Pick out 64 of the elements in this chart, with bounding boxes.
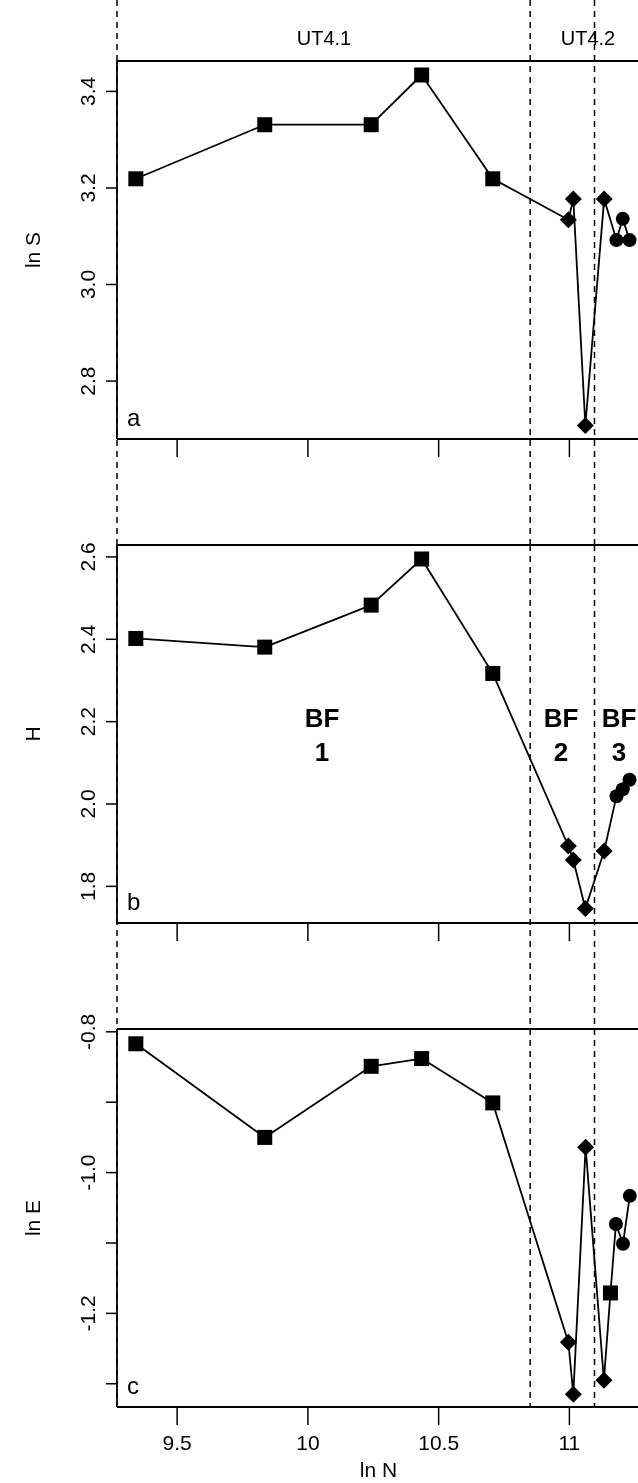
y-axis-title: H — [21, 726, 44, 742]
y-tick-label: -0.8 — [76, 1013, 99, 1050]
point — [622, 772, 637, 787]
point — [559, 211, 577, 229]
y-axis-title: ln E — [21, 1199, 44, 1237]
x-axis-title: ln N — [359, 1458, 398, 1481]
y-tick-label: 2.0 — [76, 789, 99, 819]
annotation: BF 1 — [304, 703, 340, 767]
y-tick-label: 1.8 — [76, 871, 99, 901]
point — [595, 190, 613, 208]
y-tick-label: 2.8 — [76, 366, 99, 396]
point — [414, 1051, 430, 1067]
y-tick-label: -1.2 — [76, 1295, 99, 1332]
y-tick-label: 2.2 — [76, 707, 99, 737]
y-tick-label: -1.0 — [76, 1154, 99, 1191]
point — [622, 1188, 637, 1203]
point — [615, 211, 630, 226]
annotation: BF 3 — [601, 703, 637, 767]
point — [257, 639, 273, 655]
text: UT4.1 — [296, 27, 352, 49]
y-tick-label: 3.4 — [76, 76, 99, 107]
point — [559, 1333, 577, 1351]
point — [608, 1216, 623, 1231]
point — [128, 1036, 144, 1052]
point — [414, 67, 430, 83]
point — [615, 782, 630, 797]
point — [602, 1285, 618, 1301]
y-axis-title: ln S — [21, 231, 44, 269]
point — [564, 1385, 582, 1403]
point — [414, 551, 430, 567]
point — [576, 900, 594, 918]
point — [485, 1095, 501, 1111]
point — [363, 117, 379, 133]
point — [363, 597, 379, 613]
point — [577, 1138, 595, 1156]
point — [564, 851, 582, 869]
point — [128, 630, 144, 646]
x-tick-label: 10 — [296, 1431, 320, 1454]
y-tick-label: 2.6 — [76, 542, 99, 572]
point — [595, 1371, 613, 1389]
x-tick-label: 11 — [558, 1431, 581, 1454]
x-tick-label: 9.5 — [162, 1431, 192, 1454]
point — [485, 171, 501, 187]
point — [559, 837, 577, 855]
y-tick-label: 3.0 — [76, 269, 99, 300]
point — [485, 665, 501, 681]
annotation: c — [127, 1372, 139, 1399]
point — [128, 171, 144, 187]
point — [257, 1129, 273, 1145]
point — [616, 1236, 630, 1251]
point — [257, 117, 273, 133]
annotation: b — [127, 888, 141, 915]
point — [564, 190, 582, 208]
y-tick-label: 2.4 — [76, 624, 99, 654]
point — [609, 233, 624, 248]
text: UT4.2 — [560, 27, 616, 49]
y-tick-label: 3.2 — [76, 173, 99, 203]
point — [595, 842, 613, 860]
point — [622, 233, 637, 248]
x-tick-label: 10.5 — [418, 1431, 460, 1454]
annotation: a — [127, 404, 141, 431]
point — [363, 1058, 379, 1074]
point — [576, 416, 594, 434]
annotation: BF 2 — [543, 703, 579, 767]
